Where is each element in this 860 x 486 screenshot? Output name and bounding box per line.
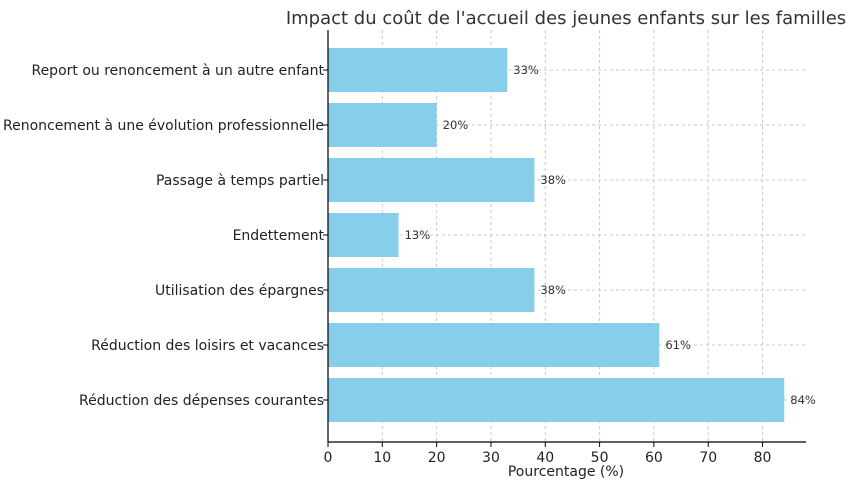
bar (328, 213, 399, 257)
x-tick-label: 20 (428, 450, 446, 466)
category-label: Endettement (233, 228, 325, 244)
x-tick-label: 30 (482, 450, 500, 466)
category-label: Report ou renoncement à un autre enfant (31, 63, 324, 79)
x-tick-labels: 0 10 20 30 40 50 60 70 80 (324, 442, 772, 466)
x-tick-label: 50 (591, 450, 609, 466)
bars (328, 48, 785, 422)
bar (328, 268, 535, 312)
data-label: 38% (540, 283, 566, 297)
data-label: 84% (790, 393, 816, 407)
data-label: 20% (443, 118, 469, 132)
category-label: Utilisation des épargnes (155, 283, 324, 299)
bar (328, 378, 785, 422)
x-tick-label: 60 (645, 450, 663, 466)
category-labels: Réduction des dépenses courantes Réductio… (3, 63, 328, 409)
bar (328, 158, 535, 202)
data-label: 33% (513, 63, 539, 77)
x-tick-label: 80 (754, 450, 772, 466)
chart-title: Impact du coût de l'accueil des jeunes e… (286, 8, 846, 29)
data-label: 61% (665, 338, 691, 352)
category-label: Réduction des dépenses courantes (79, 393, 324, 409)
bar (328, 48, 508, 92)
x-axis-title: Pourcentage (%) (508, 464, 624, 480)
bar (328, 103, 437, 147)
x-tick-label: 70 (699, 450, 717, 466)
data-label: 38% (540, 173, 566, 187)
category-label: Réduction des loisirs et vacances (91, 338, 324, 354)
category-label: Renoncement à une évolution professionne… (3, 118, 324, 134)
bar (328, 323, 660, 367)
category-label: Passage à temps partiel (156, 173, 324, 189)
data-labels: 84% 61% 38% 13% 38% 20% 33% (405, 63, 816, 407)
x-tick-label: 40 (536, 450, 554, 466)
x-tick-label: 0 (324, 450, 333, 466)
x-tick-label: 10 (373, 450, 391, 466)
data-label: 13% (405, 228, 431, 242)
